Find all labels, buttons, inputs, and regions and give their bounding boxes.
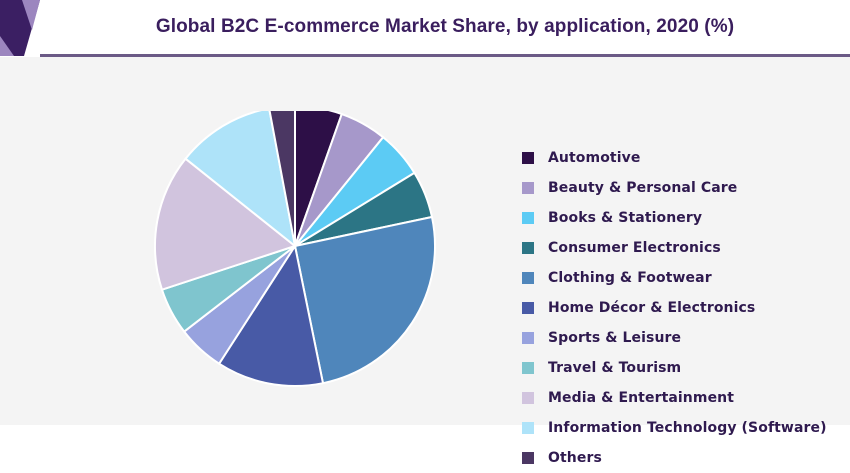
legend-item: Automotive: [522, 143, 827, 173]
legend-item: Consumer Electronics: [522, 233, 827, 263]
legend-label: Others: [548, 450, 602, 466]
legend-label: Clothing & Footwear: [548, 270, 712, 286]
legend: Automotive Beauty & Personal Care Books & …: [522, 143, 827, 473]
legend-item: Others: [522, 443, 827, 473]
pie-slice: [268, 111, 296, 247]
pie-slice: [293, 215, 437, 385]
legend-swatch: [522, 212, 534, 224]
legend-swatch: [522, 452, 534, 464]
legend-swatch: [522, 152, 534, 164]
legend-item: Clothing & Footwear: [522, 263, 827, 293]
legend-swatch: [522, 182, 534, 194]
legend-swatch: [522, 422, 534, 434]
legend-item: Home Décor & Electronics: [522, 293, 827, 323]
legend-label: Consumer Electronics: [548, 240, 721, 256]
legend-label: Beauty & Personal Care: [548, 180, 738, 196]
pie-chart: [154, 111, 437, 387]
legend-label: Sports & Leisure: [548, 330, 682, 346]
legend-item: Media & Entertainment: [522, 383, 827, 413]
legend-swatch: [522, 362, 534, 374]
pie-slice: [184, 111, 297, 249]
legend-swatch: [522, 332, 534, 344]
legend-label: Media & Entertainment: [548, 390, 735, 406]
pie-slice: [154, 157, 298, 291]
title-underline: [40, 54, 850, 57]
legend-swatch: [522, 392, 534, 404]
legend-label: Information Technology (Software): [548, 420, 827, 436]
legend-item: Beauty & Personal Care: [522, 173, 827, 203]
legend-swatch: [522, 242, 534, 254]
legend-item: Sports & Leisure: [522, 323, 827, 353]
chart-header: Global B2C E-commerce Market Share, by a…: [0, 0, 850, 57]
legend-swatch: [522, 302, 534, 314]
pie-slice: [217, 243, 325, 387]
legend-label: Travel & Tourism: [548, 360, 682, 376]
legend-item: Travel & Tourism: [522, 353, 827, 383]
legend-label: Home Décor & Electronics: [548, 300, 756, 316]
legend-label: Automotive: [548, 150, 641, 166]
legend-label: Books & Stationery: [548, 210, 703, 226]
legend-item: Books & Stationery: [522, 203, 827, 233]
corner-decoration: [0, 0, 40, 56]
chart-area: Automotive Beauty & Personal Care Books & …: [0, 57, 850, 466]
legend-item: Information Technology (Software): [522, 413, 827, 443]
legend-swatch: [522, 272, 534, 284]
chart-title: Global B2C E-commerce Market Share, by a…: [155, 16, 735, 37]
